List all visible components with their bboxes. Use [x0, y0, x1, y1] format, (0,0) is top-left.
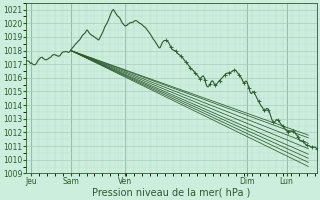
X-axis label: Pression niveau de la mer( hPa ): Pression niveau de la mer( hPa ): [92, 187, 251, 197]
